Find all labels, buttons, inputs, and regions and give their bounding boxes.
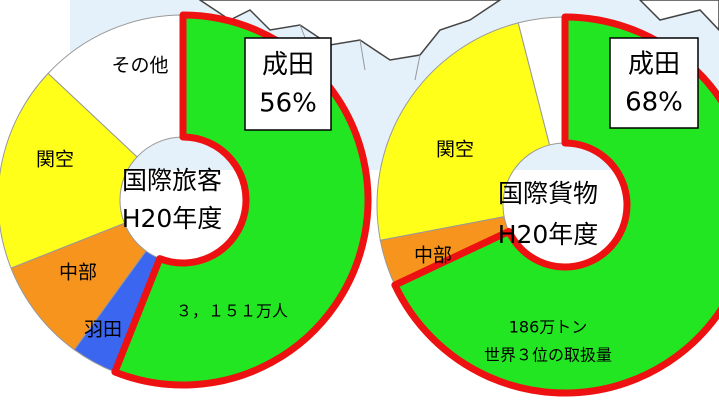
annotation: 186万トン — [509, 318, 588, 337]
donut-segment — [47, 14, 184, 158]
center-label: H20年度 — [122, 204, 223, 233]
center-label: H20年度 — [498, 220, 599, 249]
donut-segment — [0, 72, 138, 269]
segment-label: 関空 — [436, 139, 474, 161]
segment-label: 中部 — [59, 262, 97, 284]
segment-label: 羽田 — [84, 319, 122, 341]
callout-name: 成田 — [628, 50, 680, 80]
callout-value: 68% — [625, 87, 683, 117]
callout-box — [244, 37, 332, 131]
center-label: 国際旅客 — [122, 166, 222, 195]
annotation: ３，１５１万人 — [176, 302, 288, 321]
donut-segment — [376, 22, 551, 241]
center-label: 国際貨物 — [498, 179, 598, 208]
callout-value: 56% — [259, 89, 317, 119]
segment-label: その他 — [111, 55, 168, 77]
callout-box — [609, 37, 699, 129]
callout-name: 成田 — [262, 50, 314, 80]
annotation: 世界３位の取扱量 — [484, 346, 612, 365]
segment-label: 中部 — [414, 245, 452, 267]
segment-label: 関空 — [36, 149, 74, 171]
